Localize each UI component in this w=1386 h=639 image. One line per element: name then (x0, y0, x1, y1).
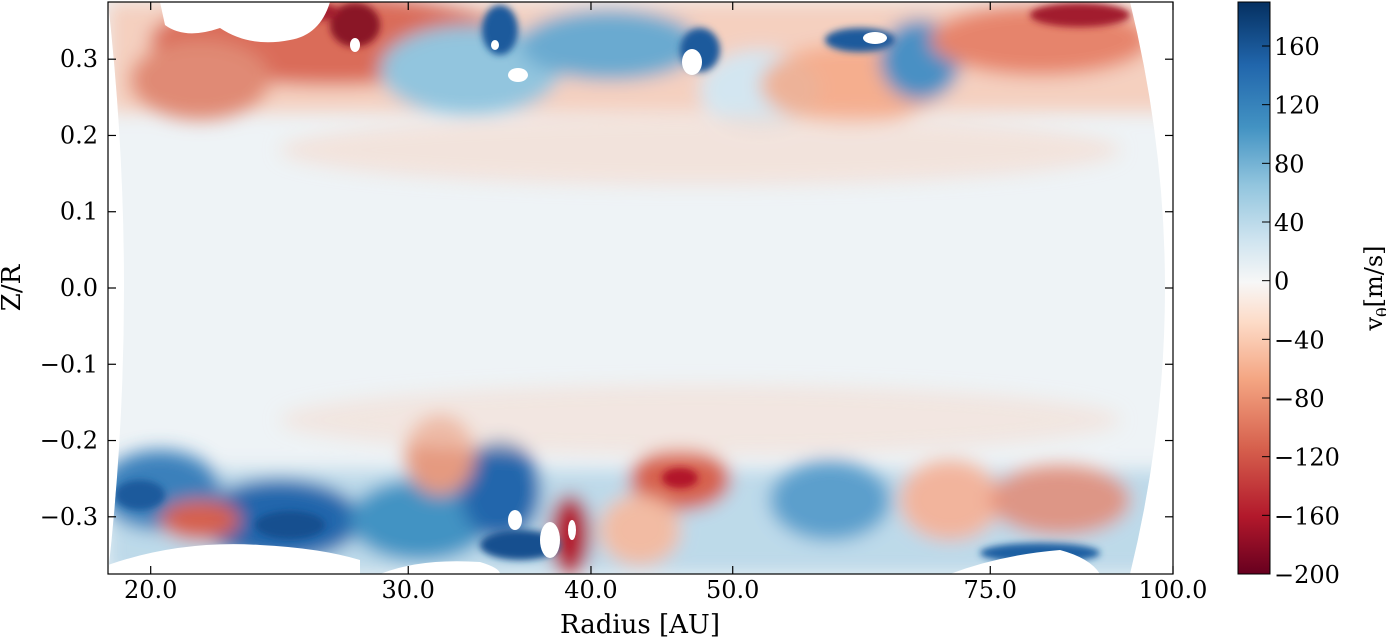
x-tick-label: 50.0 (706, 576, 759, 604)
x-tick-label: 30.0 (382, 576, 435, 604)
y-tick-label: −0.2 (40, 427, 98, 455)
colorbar-tick-label: −160 (1274, 502, 1340, 530)
colorbar-label: vθ[m/s] (1360, 245, 1386, 331)
colorbar-tick-label: 80 (1274, 150, 1305, 178)
colorbar-label-unit: [m/s] (1360, 245, 1386, 307)
colorbar-tick-label: 160 (1274, 33, 1320, 61)
y-tick-label: −0.1 (40, 350, 98, 378)
colorbar-tick-label: −80 (1274, 385, 1325, 413)
x-axis: 20.0 30.0 40.0 50.0 75.0 100.0 (124, 2, 1207, 604)
colorbar (1237, 1, 1271, 575)
y-tick-label: 0.0 (60, 274, 98, 302)
x-tick-label: 20.0 (124, 576, 177, 604)
x-tick-label: 40.0 (564, 576, 617, 604)
y-tick-label: 0.1 (60, 198, 98, 226)
x-axis-label: Radius [AU] (560, 610, 720, 639)
y-tick-label: 0.3 (60, 45, 98, 73)
colorbar-label-sub: θ (1373, 307, 1386, 317)
colorbar-tick-label: 120 (1274, 92, 1320, 120)
colorbar-ticks: 160 120 80 40 0 −40 −80 −120 −160 −200 (1262, 33, 1340, 589)
y-tick-label: −0.3 (40, 503, 98, 531)
colorbar-tick-label: −200 (1274, 561, 1340, 589)
x-tick-label: 100.0 (1139, 576, 1208, 604)
field-detail-layer (115, 2, 1130, 563)
y-tick-label: 0.2 (60, 121, 98, 149)
y-axis-label: Z/R (0, 263, 27, 311)
colorbar-tick-label: 40 (1274, 209, 1305, 237)
y-axis: 0.3 0.2 0.1 0.0 −0.1 −0.2 −0.3 (40, 45, 1173, 531)
out-of-range-regions (108, 2, 1100, 574)
heatmap-field (108, 2, 1165, 574)
x-tick-label: 75.0 (964, 576, 1017, 604)
colorbar-tick-label: 0 (1274, 268, 1289, 296)
colorbar-tick-label: −120 (1274, 444, 1340, 472)
colorbar-label-base: v (1360, 317, 1386, 332)
colorbar-tick-label: −40 (1274, 326, 1325, 354)
